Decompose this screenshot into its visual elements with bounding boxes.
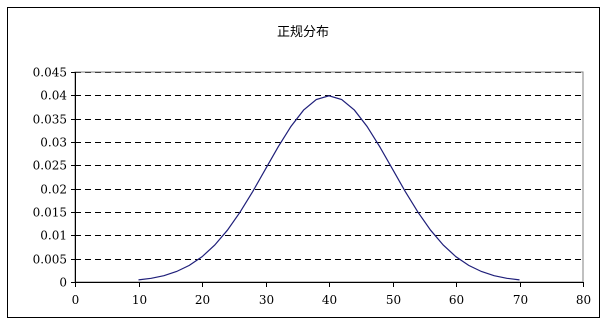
y-tick-label: 0.01 xyxy=(40,229,67,243)
y-tick-label: 0.035 xyxy=(33,113,67,127)
x-tick-label: 0 xyxy=(72,293,80,307)
y-tick-label: 0.025 xyxy=(33,159,67,173)
y-tick-label: 0.045 xyxy=(33,66,67,80)
y-tick-label: 0.005 xyxy=(33,253,67,267)
y-tick-label: 0.02 xyxy=(40,183,67,197)
x-tick-label: 60 xyxy=(449,293,464,307)
x-tick-label: 70 xyxy=(513,293,528,307)
x-tick-label: 40 xyxy=(322,293,337,307)
series-layer xyxy=(138,95,520,281)
chart-area-border xyxy=(7,7,600,318)
x-tick-label: 30 xyxy=(259,293,274,307)
y-tick-label: 0.015 xyxy=(33,206,67,220)
x-tick-label: 20 xyxy=(195,293,210,307)
chart-title: 正规分布 xyxy=(277,25,329,40)
label-layer: 0 0.005 0.01 0.015 0.02 0.025 0.03 0.035 0.04 0.0… xyxy=(33,66,592,308)
y-tick-label: 0.03 xyxy=(40,136,67,150)
series-line xyxy=(138,95,520,281)
axis-layer xyxy=(71,72,584,287)
x-tick-label: 10 xyxy=(132,293,147,307)
x-tick-label: 50 xyxy=(386,293,401,307)
x-tick-label: 80 xyxy=(576,293,591,307)
y-tick-label: 0 xyxy=(59,276,67,290)
y-tick-label: 0.04 xyxy=(40,89,67,103)
